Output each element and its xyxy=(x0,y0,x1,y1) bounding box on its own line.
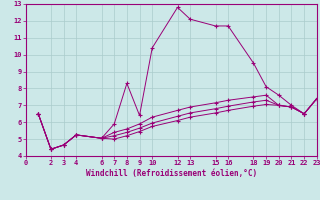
X-axis label: Windchill (Refroidissement éolien,°C): Windchill (Refroidissement éolien,°C) xyxy=(86,169,257,178)
